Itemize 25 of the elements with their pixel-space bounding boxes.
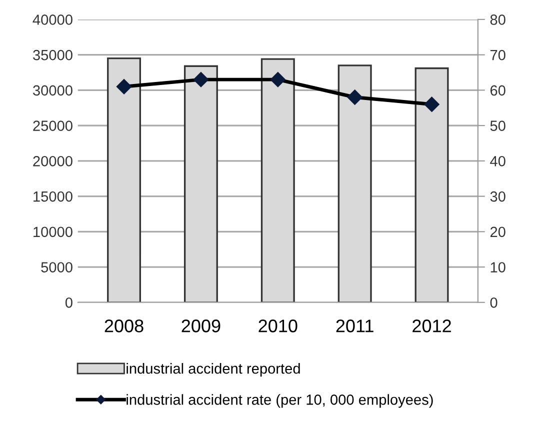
- y2-tick-label: 20: [490, 226, 506, 238]
- y-tick-label: 15000: [34, 191, 72, 202]
- y-tick-label: 35000: [33, 50, 72, 60]
- y2-tick-label: 80: [490, 14, 506, 25]
- y2-tick-label: 0: [490, 298, 498, 308]
- x-tick-label: 2008: [104, 320, 144, 332]
- x-tick-label: 2011: [336, 320, 374, 332]
- y2-tick-label: 30: [490, 191, 506, 202]
- x-tick-label: 2009: [182, 320, 220, 332]
- y-tick-label: 40000: [32, 14, 72, 25]
- x-tick-label: 2012: [412, 320, 451, 332]
- y-tick-label: 30000: [33, 85, 72, 96]
- y2-tick-label: 70: [490, 50, 506, 60]
- y2-tick-label: 40: [490, 156, 506, 166]
- y2-tick-label: 10: [490, 262, 506, 272]
- legend-label: industrial accident rate (per 10, 000 employees): [126, 394, 433, 408]
- y-tick-label: 0: [65, 298, 72, 308]
- y-tick-label: 5000: [41, 262, 72, 272]
- y-tick-label: 20000: [33, 156, 72, 166]
- y2-tick-label: 60: [490, 85, 506, 96]
- y-tick-label: 10000: [34, 226, 72, 238]
- legend-label: industrial accident reported: [126, 363, 300, 377]
- y-tick-label: 25000: [33, 120, 72, 131]
- y2-tick-label: 50: [490, 120, 506, 131]
- x-tick-label: 2010: [258, 320, 298, 332]
